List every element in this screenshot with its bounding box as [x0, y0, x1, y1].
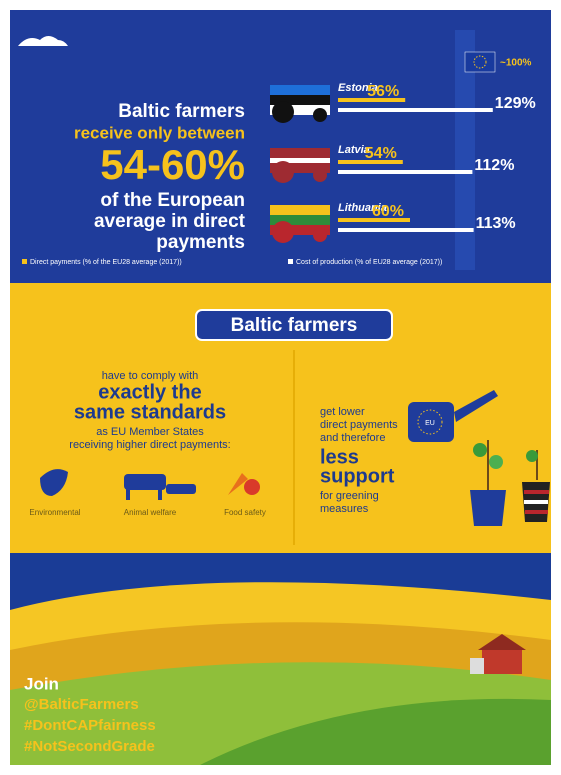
heading: Baltic farmers [231, 315, 358, 336]
text-strong: exactly the [98, 381, 201, 403]
cost-bar [338, 228, 474, 232]
cost-label: 113% [476, 215, 516, 232]
direct-label: 60% [372, 203, 404, 220]
tractor-lithuania [270, 205, 330, 243]
text-line: receiving higher direct payments: [69, 439, 230, 451]
heading-box [195, 309, 393, 341]
tractor-latvia [270, 148, 330, 183]
country-name: Lithuania [338, 202, 387, 214]
cow-icon [124, 474, 196, 500]
cloud [18, 36, 68, 46]
legend-swatch [22, 259, 27, 264]
food-icon [228, 473, 260, 495]
legend-swatch [288, 259, 293, 264]
cost-label: 129% [495, 95, 536, 112]
cost-label: 112% [474, 157, 514, 174]
text-line: direct payments [320, 419, 398, 431]
country-name: Latvia [338, 144, 370, 156]
title-line: receive only between [74, 123, 245, 142]
hashtag: #DontCAPfairness [24, 717, 156, 734]
leaf-icon [40, 469, 68, 496]
title-line: Baltic farmers [118, 101, 245, 122]
text-strong: same standards [74, 401, 226, 423]
cost-bar [338, 108, 493, 112]
cost-bar [338, 170, 473, 174]
icon-label: Animal welfare [124, 508, 177, 517]
eu-stars [473, 55, 487, 69]
hashtag: @BalticFarmers [24, 696, 139, 713]
tractor-estonia [270, 85, 330, 123]
hill [200, 698, 551, 765]
barn [470, 634, 526, 674]
text-strong: support [320, 465, 395, 487]
eu-flag [464, 51, 496, 73]
text-line: and therefore [320, 432, 385, 444]
icon-label: Environmental [29, 508, 80, 517]
text-strong: less [320, 446, 359, 468]
text-line: measures [320, 503, 369, 515]
direct-label: 54% [365, 145, 397, 162]
text-line: for greening [320, 490, 379, 502]
title-line: payments [156, 232, 245, 253]
title-line: average in direct [94, 211, 246, 232]
eu-band [455, 30, 475, 270]
title-big: 54-60% [100, 141, 245, 188]
legend-item: Cost of production (% of EU28 average (2… [296, 259, 442, 266]
text-line: get lower [320, 406, 365, 418]
text-line: have to comply with [102, 370, 199, 382]
direct-label: 56% [367, 83, 399, 100]
eu-label: ~100% [500, 58, 532, 69]
join: Join [24, 674, 59, 693]
watering-can [408, 390, 498, 442]
title-line: of the European [100, 190, 245, 211]
country-name: Estonia [338, 82, 378, 94]
hashtag: #NotSecondGrade [24, 738, 155, 755]
direct-bar [338, 98, 406, 102]
text-line: as EU Member States [96, 426, 204, 438]
plants [470, 440, 550, 526]
icon-label: Food safety [224, 508, 266, 517]
legend-item: Direct payments (% of the EU28 average (… [30, 259, 182, 266]
direct-bar [338, 218, 410, 222]
can-label: EU [425, 420, 435, 427]
direct-bar [338, 160, 403, 164]
